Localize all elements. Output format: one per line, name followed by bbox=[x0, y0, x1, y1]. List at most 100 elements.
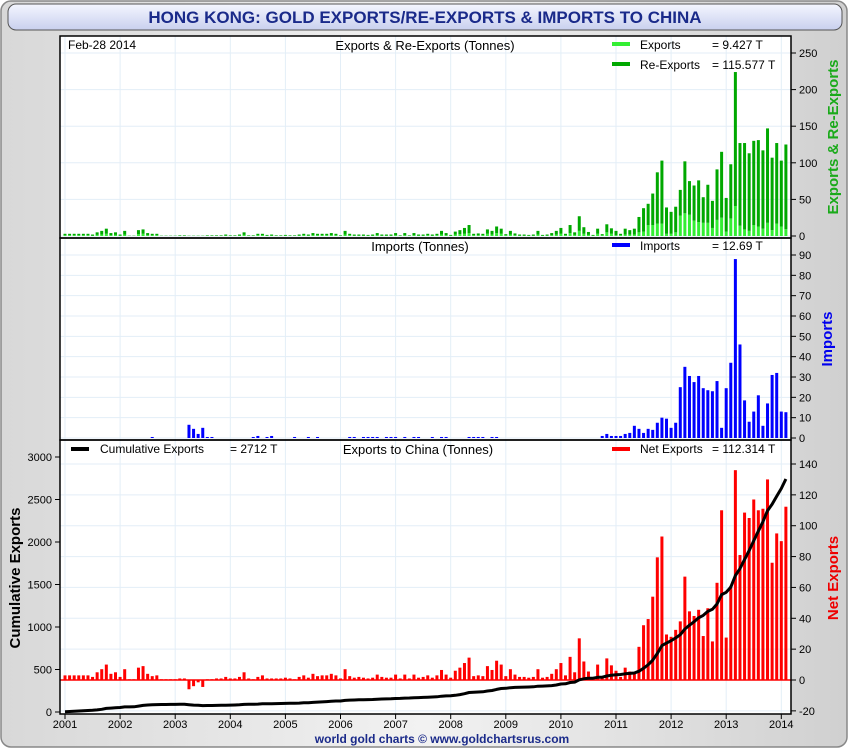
bar-net-exports bbox=[752, 499, 755, 680]
legend-swatch-re-exports bbox=[612, 62, 630, 66]
bar-exports bbox=[766, 223, 769, 236]
bar-imports bbox=[440, 437, 443, 438]
y-tick-label-imports: 0 bbox=[799, 433, 805, 445]
bar-imports bbox=[412, 437, 415, 438]
bar-exports bbox=[468, 233, 471, 236]
bar-re-exports bbox=[288, 235, 291, 236]
bar-re-exports bbox=[426, 234, 429, 235]
bar-imports bbox=[752, 412, 755, 438]
bar-net-exports bbox=[417, 678, 420, 680]
bar-imports bbox=[633, 426, 636, 438]
bar-imports bbox=[697, 376, 700, 438]
bar-re-exports bbox=[210, 235, 213, 236]
bar-exports bbox=[155, 235, 158, 236]
bar-exports bbox=[670, 234, 673, 236]
bar-exports bbox=[403, 235, 406, 236]
bar-re-exports bbox=[394, 233, 397, 235]
bar-imports bbox=[481, 437, 484, 438]
bar-net-exports bbox=[761, 509, 764, 680]
bar-net-exports bbox=[353, 678, 356, 680]
bar-re-exports bbox=[582, 227, 585, 234]
bar-exports bbox=[325, 235, 328, 236]
bar-net-exports bbox=[334, 675, 337, 680]
bar-exports bbox=[440, 235, 443, 236]
bar-re-exports bbox=[243, 232, 246, 235]
bar-re-exports bbox=[491, 231, 494, 235]
bar-exports bbox=[495, 233, 498, 236]
bar-net-exports bbox=[642, 625, 645, 680]
bar-exports bbox=[96, 235, 99, 236]
bar-re-exports bbox=[495, 226, 498, 233]
bar-imports bbox=[390, 437, 393, 438]
bar-imports bbox=[683, 367, 686, 438]
bar-re-exports bbox=[357, 235, 360, 236]
bar-net-exports bbox=[178, 678, 181, 680]
bar-imports bbox=[784, 412, 787, 438]
bar-net-exports bbox=[394, 675, 397, 680]
bar-net-exports bbox=[316, 676, 319, 680]
bar-imports bbox=[151, 437, 154, 438]
bar-imports bbox=[491, 437, 494, 438]
bar-re-exports bbox=[637, 217, 640, 232]
bar-re-exports bbox=[412, 233, 415, 235]
bar-net-exports bbox=[633, 674, 636, 680]
bar-re-exports bbox=[142, 229, 145, 233]
bar-net-exports bbox=[536, 669, 539, 680]
bar-net-exports bbox=[771, 563, 774, 680]
bar-exports bbox=[376, 235, 379, 236]
bar-re-exports bbox=[385, 235, 388, 236]
bar-re-exports bbox=[353, 235, 356, 236]
y-tick-label-net-exports: 0 bbox=[799, 675, 805, 687]
bar-re-exports bbox=[468, 225, 471, 233]
bar-re-exports bbox=[458, 230, 461, 234]
bar-re-exports bbox=[624, 229, 627, 235]
y-tick-label-cumulative: 2000 bbox=[28, 537, 52, 549]
bar-imports bbox=[477, 437, 480, 438]
bar-re-exports bbox=[403, 233, 406, 235]
bar-re-exports bbox=[752, 141, 755, 225]
bar-imports bbox=[601, 436, 604, 438]
bar-re-exports bbox=[275, 235, 278, 236]
y-tick-label-net-exports: 20 bbox=[799, 644, 811, 656]
x-tick-label: 2006 bbox=[328, 719, 352, 731]
bar-net-exports bbox=[357, 677, 360, 680]
bar-exports bbox=[693, 221, 696, 236]
y-tick-label-cumulative: 0 bbox=[46, 707, 52, 719]
y-tick-label-cumulative: 3000 bbox=[28, 452, 52, 464]
bar-exports bbox=[784, 229, 787, 236]
bar-net-exports bbox=[679, 621, 682, 680]
bar-re-exports bbox=[91, 235, 94, 236]
y-tick-label-cumulative: 500 bbox=[34, 665, 52, 677]
bar-net-exports bbox=[96, 672, 99, 680]
bar-imports bbox=[270, 436, 273, 438]
y-tick-label-cumulative: 2500 bbox=[28, 495, 52, 507]
bar-exports bbox=[77, 235, 80, 236]
y-tick-label-net-exports: 140 bbox=[799, 459, 817, 471]
bar-re-exports bbox=[550, 233, 553, 235]
bar-exports bbox=[665, 234, 668, 236]
bar-net-exports bbox=[160, 679, 163, 680]
bar-imports bbox=[206, 437, 209, 438]
bar-net-exports bbox=[183, 678, 186, 680]
bar-imports bbox=[637, 429, 640, 438]
bar-re-exports bbox=[780, 161, 783, 227]
bar-net-exports bbox=[142, 666, 145, 680]
bar-net-exports bbox=[330, 674, 333, 680]
bar-imports bbox=[711, 391, 714, 438]
bar-re-exports bbox=[256, 234, 259, 235]
bar-net-exports bbox=[702, 636, 705, 680]
bar-net-exports bbox=[408, 678, 411, 680]
bar-re-exports bbox=[546, 235, 549, 236]
y-tick-label-imports: 50 bbox=[799, 331, 811, 343]
bar-net-exports bbox=[532, 677, 535, 680]
bar-net-exports bbox=[344, 669, 347, 680]
bar-exports bbox=[477, 235, 480, 236]
y-tick-label-exports: 100 bbox=[799, 158, 817, 170]
bar-imports bbox=[371, 437, 374, 438]
bar-imports bbox=[748, 422, 751, 438]
bar-re-exports bbox=[784, 144, 787, 229]
bar-exports bbox=[261, 235, 264, 236]
bar-exports bbox=[601, 235, 604, 236]
bar-net-exports bbox=[169, 679, 172, 680]
bar-re-exports bbox=[481, 234, 484, 235]
